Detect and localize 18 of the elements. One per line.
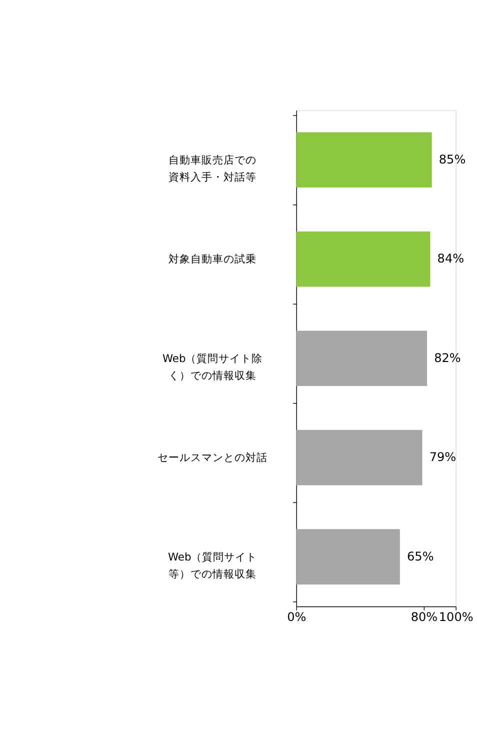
- bar: [296, 330, 428, 386]
- x-tick-label: 0%: [287, 610, 306, 624]
- bar: [296, 132, 432, 188]
- bar: [296, 430, 422, 486]
- x-tick-label: 100%: [438, 610, 474, 624]
- data-label: 79%: [429, 450, 456, 464]
- data-label: 82%: [434, 350, 461, 365]
- bar: [296, 529, 400, 584]
- y-tick-label: 自動車販売店での資料入手・対話等: [168, 153, 257, 184]
- data-label: 85%: [438, 152, 466, 166]
- data-label: 84%: [437, 252, 464, 266]
- bar: [296, 231, 430, 287]
- x-tick-label: 80%: [410, 610, 438, 624]
- data-label: 65%: [407, 549, 434, 564]
- y-tick-label: Web（質問サイト除く）での情報収集: [162, 352, 263, 382]
- y-tick-label: セールスマンとの対話: [158, 451, 268, 464]
- y-tick-label: 対象自動車の試乗: [168, 252, 257, 266]
- y-tick-label: Web（質問サイト等）での情報収集: [168, 550, 258, 580]
